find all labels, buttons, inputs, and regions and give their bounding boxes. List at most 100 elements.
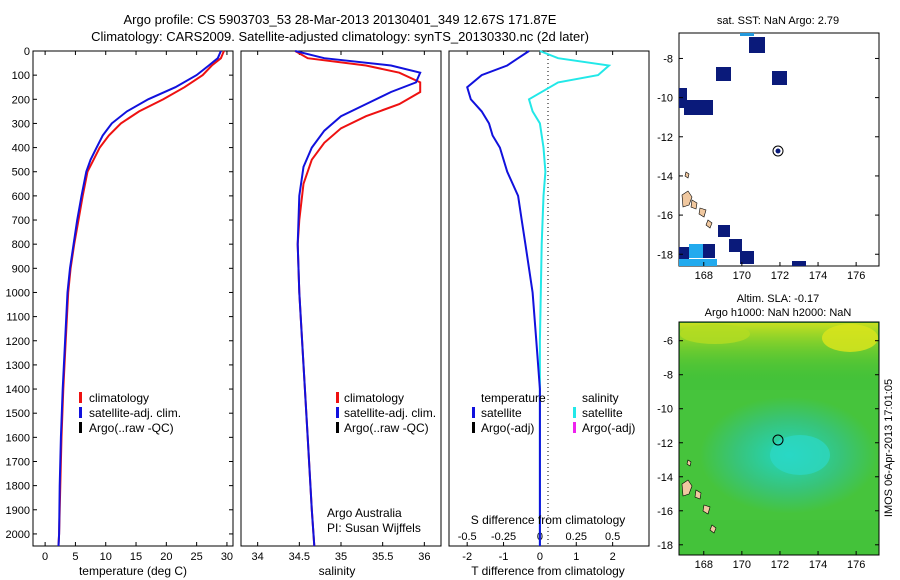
sst-pixel	[740, 251, 754, 264]
argo-float-marker	[772, 145, 784, 157]
island	[698, 207, 707, 218]
map-x-tick-label: 172	[771, 270, 789, 282]
x-tick-label: 5	[72, 551, 78, 563]
map-y-tick-label: -16	[657, 210, 673, 222]
x-tick-label: 30	[221, 551, 233, 563]
series-satellite-adj	[57, 50, 222, 547]
legend-argo-label: Argo(..raw -QC)	[89, 421, 174, 435]
temperature-xticks: 0 5 10 15 20 25 30	[42, 51, 233, 563]
sla-xticks: 168 170 172 174 176	[695, 551, 865, 571]
sst-pixel	[703, 244, 715, 258]
difference-panel: -2 -1 0 1 2-0.5 -0.25 0 0.25 0.5 S difference fr…	[448, 50, 650, 578]
map-y-tick-label: -6	[663, 336, 673, 348]
x-tick-label: 15	[130, 551, 142, 563]
x-tick-label: 25	[191, 551, 203, 563]
depth-tick-label: 600	[12, 191, 30, 203]
salinity-xlabel: salinity	[319, 564, 356, 578]
difference-series	[466, 50, 612, 546]
sst-map: sat. SST: NaN Argo: 2.79	[657, 15, 880, 282]
sla-patch	[680, 324, 750, 344]
legend-salinity-title: salinity	[582, 391, 619, 405]
temperature-series	[57, 50, 225, 547]
series-temperature-satellite	[466, 50, 541, 546]
map-x-tick-label: 172	[771, 559, 789, 571]
map-x-tick-label: 170	[733, 559, 751, 571]
island	[709, 524, 717, 534]
island	[684, 171, 690, 179]
sal-legend-argo-label: Argo(..raw -QC)	[344, 421, 429, 435]
sst-pixel	[729, 239, 742, 252]
depth-tick-label: 300	[12, 118, 30, 130]
salinity-panel-frame	[240, 50, 442, 547]
depth-tick-label: 700	[12, 215, 30, 227]
sal-legend-climatology-label: climatology	[344, 391, 404, 405]
x-tick-label-s: -0.5	[458, 531, 477, 543]
x-tick-label: 0	[42, 551, 48, 563]
salinity-series	[294, 50, 422, 547]
sst-yticks: -8 -10 -12 -14 -16 -18	[657, 53, 879, 261]
map-y-tick-label: -14	[657, 171, 673, 183]
map-x-tick-label: 170	[733, 270, 751, 282]
sst-pixel	[716, 67, 731, 81]
legend-t-argo-swatch	[472, 422, 475, 433]
temperature-xlabel: temperature (deg C)	[79, 564, 187, 578]
x-tick-label: 35.5	[372, 551, 393, 563]
x-tick-label-s: 0.25	[566, 531, 587, 543]
legend-t-satellite-swatch	[472, 407, 475, 418]
difference-panel-frame	[448, 50, 650, 547]
depth-tick-label: 1300	[6, 360, 30, 372]
sla-yticks: -6 -8 -10 -12 -14 -16 -18	[657, 336, 879, 552]
salinity-xticks: 34 34.5 35 35.5 36	[252, 51, 430, 563]
temperature-panel-frame	[32, 50, 234, 547]
s-difference-label: S difference from climatology	[471, 513, 626, 527]
depth-tick-label: 2000	[6, 529, 30, 541]
sla-map-title1: Altim. SLA: -0.17	[737, 293, 820, 305]
sal-legend-climatology-swatch	[336, 392, 339, 403]
map-x-tick-label: 168	[695, 270, 713, 282]
map-y-tick-label: -16	[657, 506, 673, 518]
figure-title-line2: Climatology: CARS2009. Satellite-adjuste…	[91, 29, 589, 44]
depth-tick-label: 1400	[6, 384, 30, 396]
depth-tick-label: 1700	[6, 456, 30, 468]
depth-tick-label: 0	[24, 46, 30, 58]
sst-xticks: 168 170 172 174 176	[695, 262, 865, 282]
legend-argo-swatch	[79, 422, 82, 433]
x-tick-label-s: 0.5	[605, 531, 620, 543]
map-y-tick-label: -14	[657, 472, 673, 484]
legend-t-argo-label: Argo(-adj)	[481, 421, 534, 435]
figure-title-line1: Argo profile: CS 5903703_53 28-Mar-2013 …	[124, 12, 557, 27]
legend-s-satellite-label: satellite	[582, 406, 623, 420]
map-y-tick-label: -10	[657, 404, 673, 416]
map-y-tick-label: -10	[657, 93, 673, 105]
difference-legend: temperature satellite Argo(-adj) salinit…	[472, 391, 635, 435]
temperature-legend: climatology satellite-adj. clim. Argo(..…	[79, 391, 181, 435]
map-y-tick-label: -18	[657, 249, 673, 261]
salinity-legend: climatology satellite-adj. clim. Argo(..…	[336, 391, 436, 435]
legend-s-argo-swatch	[573, 422, 576, 433]
sst-pixel	[696, 100, 713, 115]
temperature-panel: 0100200300400500600700800900100011001200…	[6, 46, 649, 578]
map-x-tick-label: 174	[809, 270, 827, 282]
legend-temperature-title: temperature	[481, 391, 546, 405]
difference-xticks: -2 -1 0 1 2-0.5 -0.25 0 0.25 0.5	[458, 51, 620, 563]
island	[681, 479, 693, 497]
map-x-tick-label: 168	[695, 559, 713, 571]
map-y-tick-label: -8	[663, 53, 673, 65]
depth-tick-label: 900	[12, 263, 30, 275]
sla-patch	[770, 435, 830, 475]
map-y-tick-label: -18	[657, 540, 673, 552]
depth-tick-label: 200	[12, 94, 30, 106]
legend-climatology-label: climatology	[89, 391, 149, 405]
sla-map-title2: Argo h1000: NaN h2000: NaN	[705, 307, 852, 319]
x-tick-label: 36	[418, 551, 430, 563]
sst-pixel	[749, 37, 765, 53]
sla-map: Altim. SLA: -0.17 Argo h1000: NaN h2000:…	[657, 293, 880, 571]
legend-s-satellite-swatch	[573, 407, 576, 418]
depth-tick-label: 100	[12, 70, 30, 82]
legend-satellite-label: satellite-adj. clim.	[89, 406, 181, 420]
x-tick-label: -1	[499, 551, 509, 563]
series-salinity-satellite	[527, 50, 612, 546]
sst-pixel	[689, 244, 703, 258]
x-tick-label: 0	[537, 551, 543, 563]
